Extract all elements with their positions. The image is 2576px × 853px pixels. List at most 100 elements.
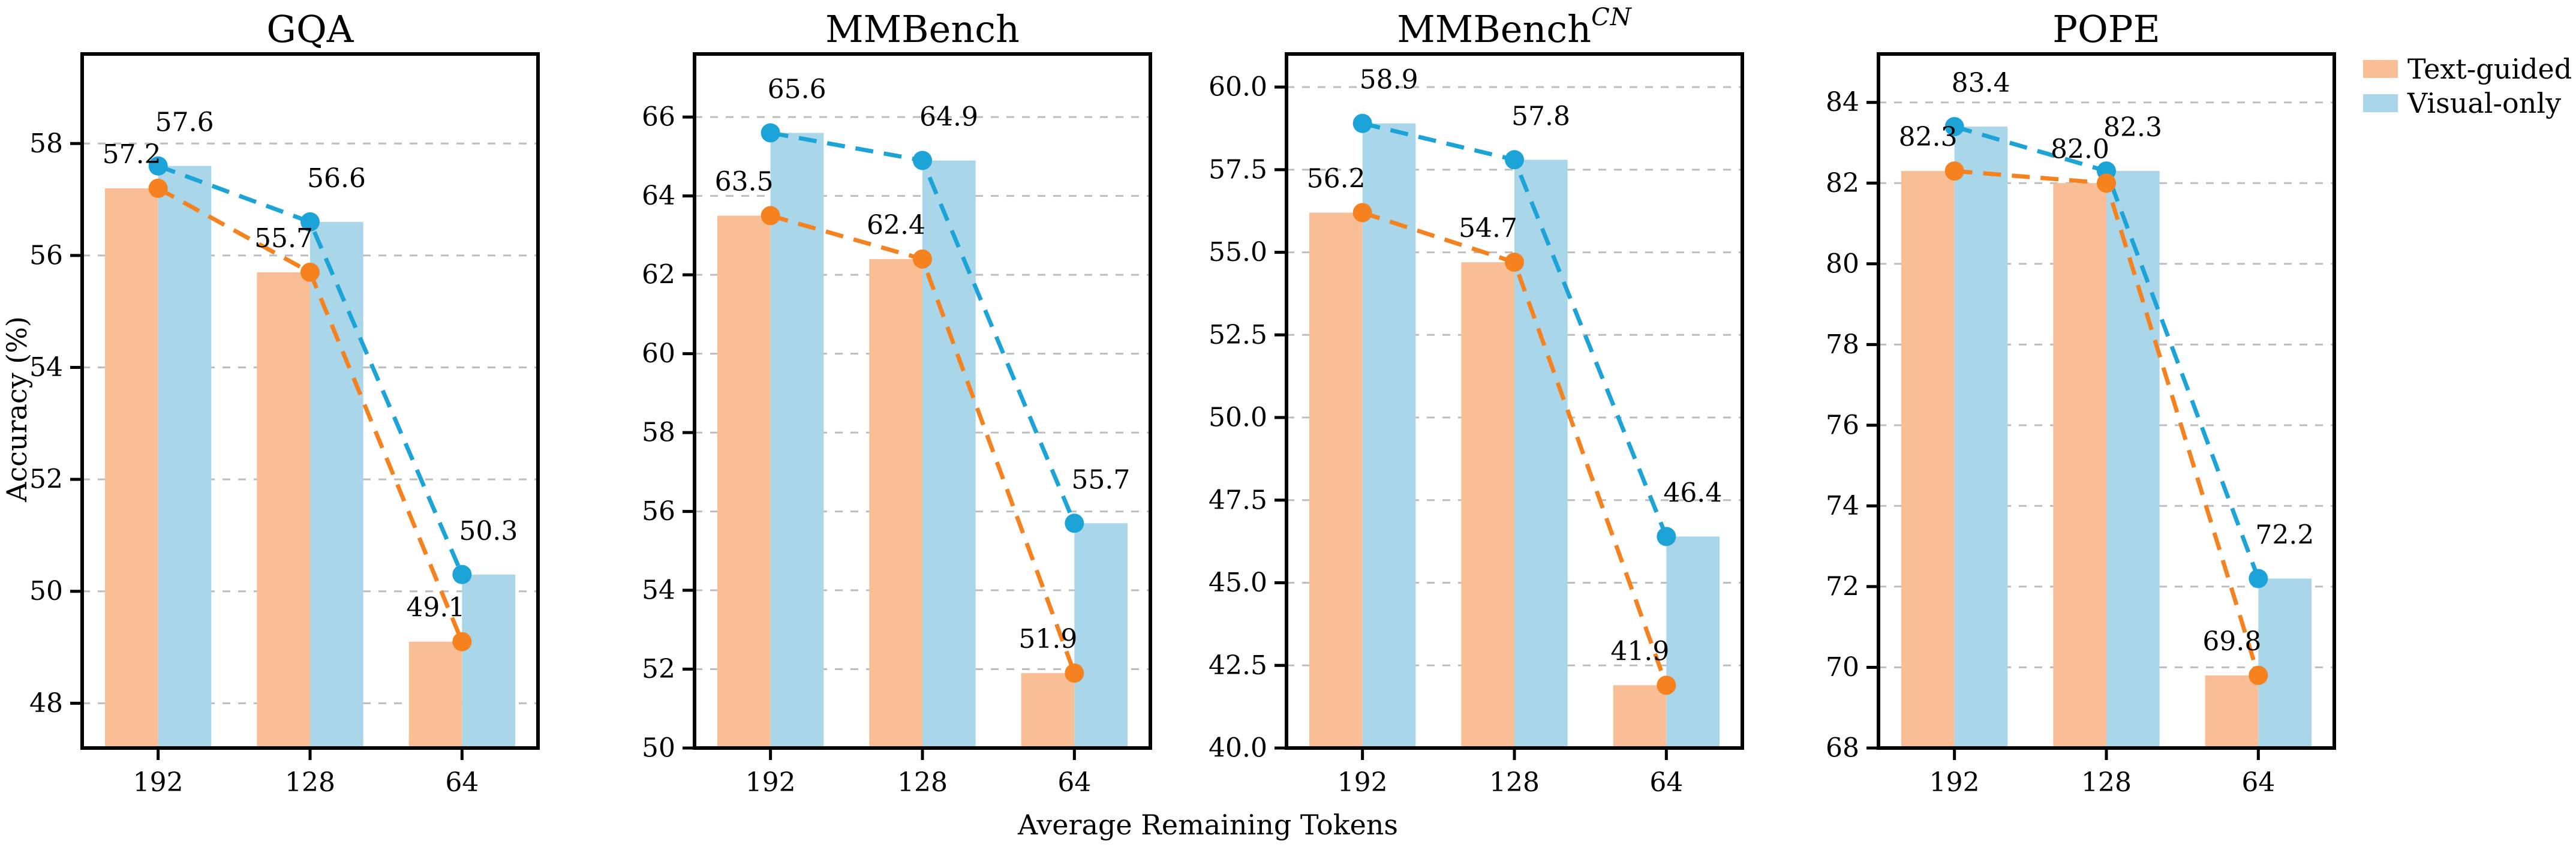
value-label-visual-only: 57.6 (155, 107, 214, 138)
bar-text-guided (257, 272, 310, 749)
value-label-text-guided: 69.8 (2202, 626, 2261, 657)
x-tick-label: 128 (285, 767, 335, 798)
bar-text-guided (408, 641, 462, 748)
value-label-visual-only: 83.4 (1952, 68, 2010, 98)
bar-visual-only (1954, 127, 2008, 748)
y-axis-label: Accuracy (%) (1, 316, 33, 502)
value-label-text-guided: 49.1 (406, 593, 465, 623)
y-tick-label: 64 (642, 181, 675, 211)
marker-visual-only (1505, 150, 1524, 170)
y-tick-label: 50 (642, 733, 675, 764)
y-tick-label: 60.0 (1209, 72, 1267, 103)
bar-visual-only (1074, 523, 1128, 748)
y-tick-label: 74 (1826, 491, 1859, 521)
y-tick-label: 62 (642, 260, 675, 290)
bar-visual-only (2258, 578, 2312, 748)
legend-entry-visual-only: Visual-only (2363, 87, 2572, 119)
marker-text-guided (2249, 665, 2268, 685)
value-label-visual-only: 72.2 (2255, 519, 2314, 550)
chart-title-mmbench-cn: MMBenchCN (1397, 4, 1632, 51)
bar-text-guided (2053, 183, 2106, 748)
value-label-text-guided: 63.5 (715, 167, 774, 197)
marker-visual-only (1065, 513, 1084, 533)
x-axis-label: Average Remaining Tokens (1017, 809, 1399, 841)
marker-text-guided (452, 632, 472, 651)
x-tick-label: 128 (1489, 767, 1540, 798)
chart-title-mmbench: MMBench (825, 7, 1020, 51)
x-tick-label: 64 (2241, 767, 2275, 798)
value-label-visual-only: 46.4 (1663, 477, 1722, 508)
y-tick-label: 42.5 (1209, 650, 1267, 681)
marker-text-guided (1944, 161, 1964, 181)
x-tick-label: 64 (1057, 767, 1091, 798)
bar-visual-only (2106, 171, 2160, 749)
y-tick-label: 58 (29, 128, 63, 159)
bar-text-guided (1309, 212, 1363, 748)
value-label-visual-only: 50.3 (459, 516, 518, 546)
bar-visual-only (770, 133, 824, 748)
y-tick-label: 48 (29, 688, 63, 719)
value-label-visual-only: 65.6 (768, 74, 826, 104)
x-tick-label: 192 (133, 767, 184, 798)
bar-visual-only (922, 160, 976, 748)
x-tick-label: 192 (1929, 767, 1980, 798)
subplot-svg-0: 48 50 52 54 56 58 57.2 55.7 49.1 57.6 56.6 50.3 192 1… (29, 52, 540, 798)
value-label-visual-only: 58.9 (1360, 65, 1418, 95)
value-label-text-guided: 82.0 (2051, 134, 2109, 164)
marker-visual-only (1352, 113, 1372, 133)
chart-title-pope: POPE (2052, 7, 2160, 51)
legend-label: Text-guided (2407, 53, 2572, 85)
y-tick-label: 54 (29, 352, 63, 383)
bar-text-guided (2205, 675, 2259, 748)
value-label-visual-only: 64.9 (919, 101, 978, 132)
y-tick-label: 54 (642, 575, 675, 606)
marker-visual-only (300, 212, 320, 232)
value-label-text-guided: 55.7 (254, 223, 313, 254)
legend-swatch-visual-only (2363, 94, 2398, 112)
bar-text-guided (1461, 262, 1514, 749)
marker-visual-only (1657, 527, 1676, 546)
marker-text-guided (913, 249, 932, 269)
bar-text-guided (1021, 673, 1075, 748)
y-tick-label: 56 (29, 240, 63, 271)
y-tick-label: 84 (1826, 87, 1859, 118)
x-tick-label: 192 (1337, 767, 1388, 798)
subplot-svg-1: 50 52 54 56 58 60 62 64 66 63.5 62.4 51.9 65.6 64.9 55… (642, 52, 1152, 798)
y-tick-label: 40.0 (1209, 733, 1267, 764)
x-tick-label: 128 (2081, 767, 2132, 798)
bar-text-guided (869, 259, 922, 748)
value-label-visual-only: 56.6 (307, 163, 366, 194)
y-tick-label: 52.5 (1209, 320, 1267, 350)
marker-text-guided (1352, 203, 1372, 223)
bar-text-guided (717, 215, 771, 748)
value-label-text-guided: 54.7 (1459, 213, 1517, 244)
y-tick-label: 72 (1826, 571, 1859, 602)
y-tick-label: 76 (1826, 410, 1859, 440)
marker-text-guided (148, 178, 168, 198)
value-label-visual-only: 82.3 (2103, 112, 2162, 143)
marker-text-guided (2097, 173, 2116, 193)
y-tick-label: 82 (1826, 168, 1859, 199)
y-tick-label: 68 (1826, 733, 1859, 764)
y-tick-label: 66 (642, 102, 675, 133)
value-label-visual-only: 57.8 (1511, 101, 1570, 131)
y-tick-label: 56 (642, 496, 675, 527)
y-tick-label: 70 (1826, 652, 1859, 683)
y-tick-label: 50 (29, 576, 63, 606)
value-label-text-guided: 41.9 (1610, 636, 1669, 666)
marker-text-guided (1505, 253, 1524, 272)
bar-visual-only (1514, 160, 1568, 748)
bar-text-guided (1613, 685, 1667, 748)
legend: Text-guided Visual-only (2363, 53, 2572, 128)
y-tick-label: 50.0 (1209, 403, 1267, 433)
legend-label: Visual-only (2407, 87, 2562, 119)
marker-text-guided (1657, 675, 1676, 695)
y-tick-label: 60 (642, 338, 675, 369)
x-tick-label: 192 (746, 767, 796, 798)
marker-text-guided (1065, 663, 1084, 683)
y-tick-label: 78 (1826, 329, 1859, 360)
subplot-svg-2: 40.0 42.5 45.0 47.5 50.0 52.5 55.0 57.5 60.0 56.2… (1209, 52, 1744, 798)
bar-visual-only (1666, 536, 1720, 748)
value-label-text-guided: 57.2 (103, 139, 161, 170)
